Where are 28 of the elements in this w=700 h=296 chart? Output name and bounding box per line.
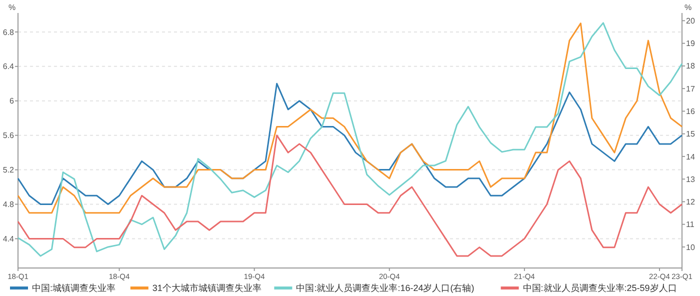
y2-tick-label: 14 [686,152,696,162]
legend-label: 中国:就业人员调查失业率:25-59岁人口 [522,283,677,294]
line-series [17,22,683,214]
legend-label: 中国:就业人员调查失业率:16-24岁人口(右轴) [296,283,474,294]
y-tick-label: 5.6 [2,131,15,140]
y2-tick-label: 10 [686,242,696,252]
y2-axis-title: % [684,3,692,12]
y2-tick-label: 15 [686,130,696,139]
y2-tick-label: 16 [686,107,696,116]
y-tick-label: 6 [10,96,15,106]
y-tick-label: 6.8 [2,28,15,37]
y-axis-title: % [8,3,16,12]
y-tick-label: 6.4 [2,62,15,72]
legend-label: 中国:城镇调查失业率 [32,283,116,294]
line-series [17,134,683,257]
y2-tick-label: 18 [686,62,696,71]
y-tick-label: 4.8 [2,200,15,210]
y2-tick-label: 17 [686,84,696,94]
y-tick-label: 4.4 [2,234,15,244]
y2-tick-label: 12 [686,198,696,207]
legend-label: 31个大城市城镇调查失业率 [152,283,262,294]
y2-tick-label: 19 [686,39,696,48]
y-tick-label: 5.2 [2,166,15,175]
y2-tick-label: 11 [686,220,695,230]
line-series [17,22,683,257]
y2-tick-label: 13 [686,174,696,184]
line-series [17,82,683,205]
y2-tick-label: 20 [686,16,696,26]
